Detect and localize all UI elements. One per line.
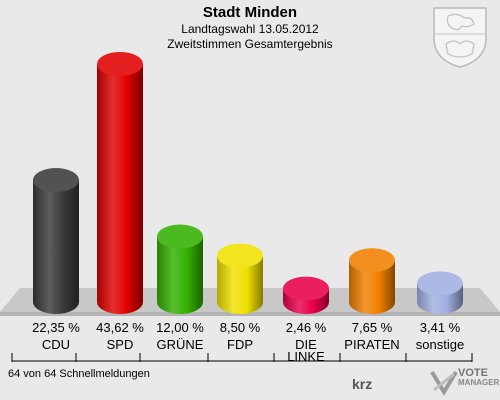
bar-top [157, 224, 203, 249]
category-label: SPD [107, 337, 134, 352]
bar-body [349, 260, 395, 314]
value-label: 8,50 % [220, 320, 261, 335]
vote-manager-logo-icon [430, 370, 458, 396]
bar-body [33, 180, 79, 314]
bar-top [283, 276, 329, 301]
value-label: 3,41 % [420, 320, 461, 335]
coat-of-arms-icon [433, 7, 487, 68]
category-label: DIE [295, 337, 317, 352]
bar-body [217, 255, 263, 314]
category-label: CDU [42, 337, 70, 352]
bar-body [97, 64, 143, 314]
bar-spd [97, 52, 143, 314]
chart-title: Stadt Minden [202, 4, 298, 21]
reporting-status: 64 von 64 Schnellmeldungen [8, 368, 150, 380]
krz-logo: krz [352, 376, 373, 392]
bar-top [33, 168, 79, 193]
bar-grüne [157, 224, 203, 314]
chart-header: Stadt Minden Landtagswahl 13.05.2012 Zwe… [0, 4, 500, 52]
bar-piraten [349, 248, 395, 314]
bar-top [349, 248, 395, 273]
category-label: PIRATEN [344, 337, 399, 352]
value-label: 7,65 % [352, 320, 393, 335]
chart-subtitle-election: Landtagswahl 13.05.2012 [181, 22, 319, 36]
bar-sonstige [417, 271, 463, 314]
bar-fdp [217, 243, 263, 314]
value-label: 12,00 % [156, 320, 204, 335]
category-label: LINKE [287, 349, 325, 364]
value-label: 22,35 % [32, 320, 80, 335]
vote-manager-wordmark: VOTE MANAGER [458, 368, 499, 388]
value-label: 2,46 % [286, 320, 327, 335]
chart-subtitle-result: Zweitstimmen Gesamtergebnis [167, 37, 333, 51]
bar-die-linke [283, 276, 329, 314]
category-label: FDP [227, 337, 253, 352]
bar-top [417, 271, 463, 296]
value-label: 43,62 % [96, 320, 144, 335]
bar-body [157, 236, 203, 314]
bar-top [97, 52, 143, 76]
bar-top [217, 243, 263, 268]
category-label: GRÜNE [157, 337, 204, 352]
vote-manager-line2: MANAGER [458, 378, 500, 387]
category-label: sonstige [416, 337, 464, 352]
vote-manager-line1: VOTE [458, 367, 488, 379]
chart-floor-edge [0, 312, 500, 316]
bar-cdu [33, 168, 79, 314]
